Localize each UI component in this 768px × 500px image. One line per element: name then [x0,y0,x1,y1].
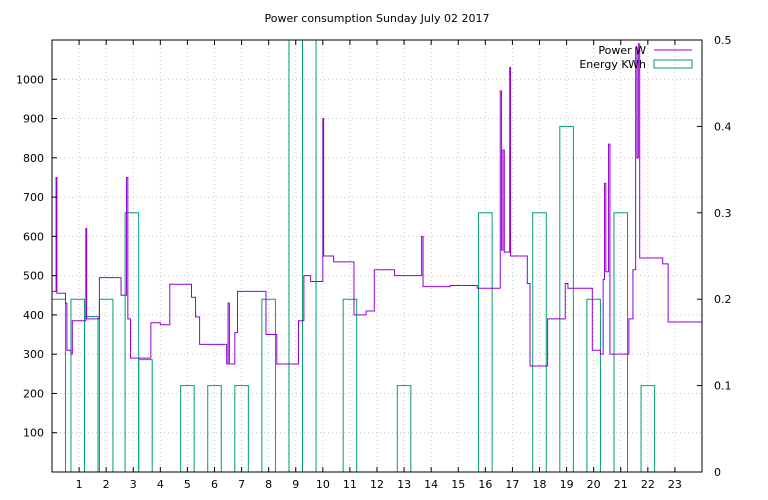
energy-bar-6 [180,385,195,472]
energy-bar-7 [207,385,222,472]
energy-bar-16 [559,125,574,472]
energy-bar-11 [302,39,317,472]
x-tick-label: 18 [533,478,547,491]
legend-label-power: Power W [598,44,646,57]
energy-bar-15 [532,212,547,472]
energy-bar-9 [261,298,276,472]
grid-lines [52,40,702,472]
x-tick-label: 8 [265,478,272,491]
energy-bar-12 [342,298,358,472]
energy-bar-13 [396,385,412,472]
left-tick-label: 700 [23,191,44,204]
right-axis: 0 0.1 0.2 0.3 0.4 0.5 [697,34,732,479]
x-tick-label: 20 [587,478,601,491]
x-tick-label: 11 [343,478,357,491]
energy-bar-3 [98,298,114,472]
x-tick-label: 4 [157,478,164,491]
legend-swatch-energy [653,59,693,69]
left-tick-label: 300 [23,348,44,361]
right-tick-label: 0.5 [714,34,732,47]
x-tick-label: 1 [76,478,83,491]
right-tick-label: 0.2 [714,293,732,306]
x-tick-label: 7 [238,478,245,491]
x-tick-label: 16 [478,478,492,491]
left-tick-label: 100 [23,427,44,440]
energy-bars [51,39,656,472]
energy-bar-4 [124,212,140,472]
x-tick-label: 6 [211,478,218,491]
energy-bar-5 [138,359,153,472]
x-tick-label: 14 [424,478,438,491]
energy-bar-8 [234,385,249,472]
left-tick-label: 900 [23,113,44,126]
x-tick-label: 13 [397,478,411,491]
x-tick-label: 3 [130,478,137,491]
energy-bar-18 [613,212,629,472]
x-tick-label: 22 [641,478,655,491]
x-tick-label: 21 [614,478,628,491]
left-tick-label: 600 [23,230,44,243]
energy-bar-0 [51,298,67,472]
right-tick-label: 0 [714,466,721,479]
x-tick-label: 5 [184,478,191,491]
x-tick-label: 9 [292,478,299,491]
left-axis: 100 200 300 400 500 600 700 800 900 1000 [16,73,57,440]
x-tick-label: 12 [370,478,384,491]
x-tick-label: 15 [451,478,465,491]
left-tick-label: 500 [23,270,44,283]
energy-bar-14 [478,212,493,472]
energy-bar-2 [84,315,99,472]
energy-bar-19 [640,385,656,472]
energy-bar-17 [586,298,601,472]
x-tick-label: 23 [668,478,682,491]
x-tick-label: 17 [505,478,519,491]
right-tick-label: 0.4 [714,120,732,133]
right-tick-label: 0.1 [714,380,732,393]
x-tick-label: 10 [316,478,330,491]
left-tick-label: 200 [23,387,44,400]
power-line [52,43,703,367]
legend-label-energy: Energy KWh [579,58,646,71]
energy-bar-1 [70,298,85,472]
right-tick-label: 0.3 [714,207,732,220]
power-series-line [52,43,703,367]
chart-title: Power consumption Sunday July 02 2017 [265,12,490,25]
x-tick-label: 19 [560,478,574,491]
left-tick-label: 800 [23,152,44,165]
left-tick-label: 400 [23,309,44,322]
x-axis: 1 2 3 4 5 6 7 8 9 10 11 12 13 14 15 16 17 18 19 20 21 22 23 [76,40,682,491]
left-tick-label: 1000 [16,73,44,86]
x-tick-label: 2 [103,478,110,491]
